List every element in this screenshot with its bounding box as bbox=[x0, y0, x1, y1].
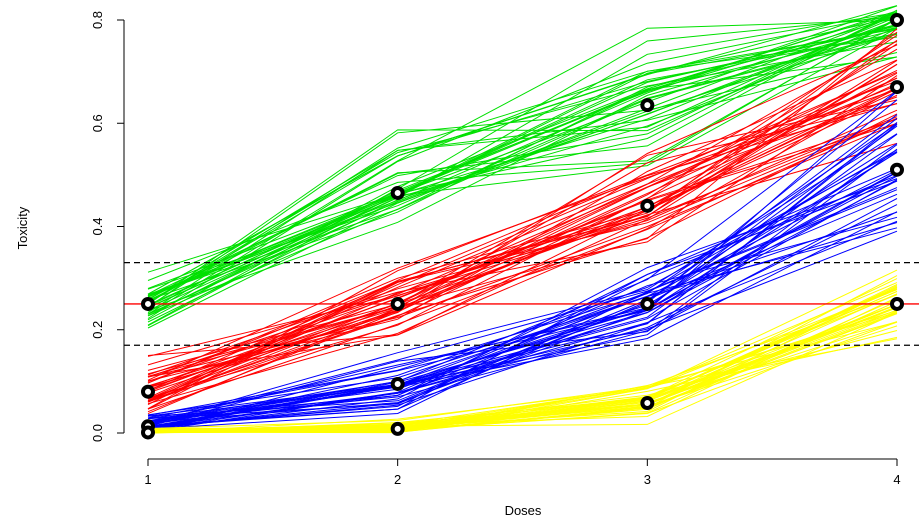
simulated-line-series-1 bbox=[147, 13, 898, 314]
simulated-line-series-1 bbox=[147, 24, 898, 312]
simulated-line-series-2 bbox=[147, 31, 898, 410]
simulated-line-series-1 bbox=[147, 16, 898, 297]
true-point-series-2 bbox=[890, 80, 904, 95]
y-axis-title: Toxicity bbox=[15, 206, 30, 249]
simulated-line-series-2 bbox=[147, 118, 898, 393]
simulated-line-series-2 bbox=[147, 109, 898, 376]
simulated-line-series-2 bbox=[147, 83, 898, 399]
simulated-line-series-3 bbox=[147, 168, 898, 428]
simulated-lines bbox=[147, 5, 898, 434]
simulated-line-series-1 bbox=[147, 41, 898, 303]
true-point-series-3 bbox=[390, 376, 405, 391]
simulated-line-series-3 bbox=[147, 171, 898, 430]
simulated-line-series-1 bbox=[147, 33, 898, 273]
x-axis-title: Doses bbox=[505, 503, 542, 518]
axes: 1 2 3 4 0.0 0.2 0.4 0.6 0.8 bbox=[90, 11, 901, 487]
simulated-line-series-2 bbox=[147, 40, 898, 400]
x-tick-label: 2 bbox=[394, 472, 401, 487]
simulated-line-series-4 bbox=[147, 309, 898, 434]
simulated-line-series-2 bbox=[147, 116, 898, 382]
x-tick-label: 1 bbox=[144, 472, 151, 487]
true-point-series-1 bbox=[890, 13, 904, 27]
simulated-line-series-3 bbox=[147, 187, 898, 424]
simulated-line-series-1 bbox=[147, 12, 898, 289]
true-point-series-1 bbox=[141, 296, 155, 311]
simulated-line-series-3 bbox=[147, 193, 898, 423]
simulated-line-series-1 bbox=[147, 12, 898, 319]
true-point-series-3 bbox=[640, 296, 655, 311]
simulated-line-series-3 bbox=[147, 133, 898, 425]
true-point-series-1 bbox=[390, 185, 405, 200]
true-toxicity-points bbox=[141, 13, 904, 440]
simulated-line-series-3 bbox=[147, 144, 898, 427]
simulated-line-series-2 bbox=[147, 142, 898, 371]
simulated-line-series-2 bbox=[147, 88, 898, 384]
simulated-line-series-4 bbox=[147, 330, 898, 434]
simulated-line-series-2 bbox=[147, 113, 898, 400]
simulated-line-series-1 bbox=[147, 56, 898, 317]
true-point-series-4 bbox=[141, 425, 155, 440]
simulated-line-series-1 bbox=[147, 9, 898, 302]
true-point-series-4 bbox=[640, 396, 655, 411]
y-tick-label: 0.6 bbox=[90, 114, 105, 132]
true-point-series-2 bbox=[141, 384, 155, 399]
simulated-line-series-3 bbox=[147, 124, 898, 429]
simulated-line-series-1 bbox=[147, 52, 898, 308]
simulated-line-series-1 bbox=[147, 56, 898, 301]
simulated-line-series-4 bbox=[147, 282, 898, 434]
y-tick-label: 0.8 bbox=[90, 11, 105, 29]
simulated-line-series-3 bbox=[147, 91, 898, 419]
y-tick-label: 0.4 bbox=[90, 217, 105, 235]
true-point-series-2 bbox=[390, 296, 405, 311]
simulated-line-series-3 bbox=[147, 90, 898, 422]
true-point-series-3 bbox=[890, 162, 904, 177]
simulated-line-series-1 bbox=[147, 27, 898, 311]
simulated-line-series-2 bbox=[147, 75, 898, 366]
x-tick-label: 4 bbox=[893, 472, 900, 487]
simulated-line-series-3 bbox=[147, 122, 898, 429]
simulated-line-series-1 bbox=[147, 11, 898, 306]
simulated-line-series-3 bbox=[147, 143, 898, 417]
simulated-line-series-2 bbox=[147, 117, 898, 391]
true-point-series-4 bbox=[890, 296, 904, 311]
simulated-line-series-2 bbox=[147, 69, 898, 391]
simulated-line-series-2 bbox=[147, 72, 898, 357]
simulated-line-series-3 bbox=[147, 151, 898, 430]
simulated-line-series-3 bbox=[147, 151, 898, 429]
simulated-line-series-3 bbox=[147, 171, 898, 423]
simulated-line-series-2 bbox=[147, 28, 898, 377]
true-point-series-4 bbox=[390, 421, 405, 436]
simulated-line-series-3 bbox=[147, 175, 898, 417]
y-tick-label: 0.0 bbox=[90, 424, 105, 442]
simulated-line-series-2 bbox=[147, 86, 898, 402]
simulated-line-series-1 bbox=[147, 33, 898, 297]
true-point-series-1 bbox=[640, 98, 655, 113]
simulated-line-series-1 bbox=[147, 32, 898, 290]
simulated-line-series-1 bbox=[147, 27, 898, 304]
simulated-line-series-1 bbox=[147, 16, 898, 317]
true-point-series-2 bbox=[640, 198, 655, 213]
y-tick-label: 0.2 bbox=[90, 321, 105, 339]
simulated-line-series-2 bbox=[147, 34, 898, 403]
x-tick-label: 3 bbox=[644, 472, 651, 487]
reference-lines bbox=[124, 261, 919, 346]
simulated-line-series-3 bbox=[147, 151, 898, 427]
simulated-line-series-2 bbox=[147, 80, 898, 410]
simulated-line-series-3 bbox=[147, 179, 898, 429]
simulated-line-series-1 bbox=[147, 13, 898, 329]
simulated-line-series-1 bbox=[147, 27, 898, 309]
simulated-line-series-2 bbox=[147, 71, 898, 399]
